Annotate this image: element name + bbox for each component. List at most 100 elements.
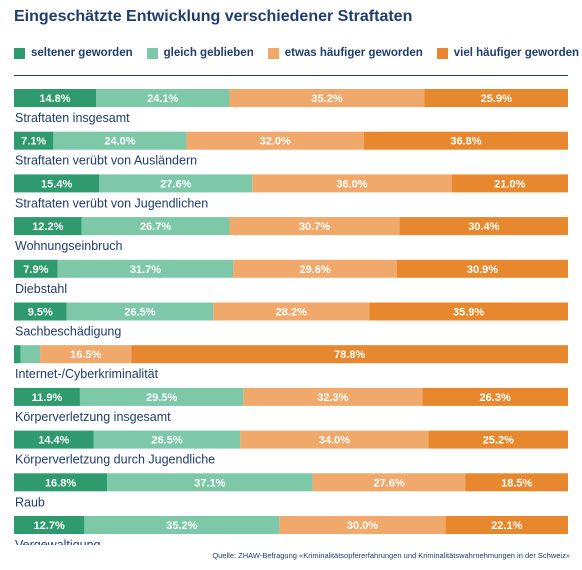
legend: seltener geworden gleich geblieben etwas… bbox=[14, 47, 579, 59]
bar-seltener-8 bbox=[14, 387, 80, 406]
source-note: Quelle: ZHAW-Befragung «Kriminalitätsopf… bbox=[212, 551, 570, 560]
data-label-seltener-8: 11.9% bbox=[32, 392, 63, 404]
title-rule bbox=[14, 75, 568, 76]
bar-viel-haeufiger-5 bbox=[396, 259, 568, 278]
legend-swatch-gleich bbox=[146, 47, 158, 59]
data-label-viel-haeufiger-2: 36.8% bbox=[450, 136, 481, 148]
bar-etwas-haeufiger-5 bbox=[233, 259, 397, 278]
data-label-etwas-haeufiger-4: 30.7% bbox=[299, 221, 330, 233]
data-label-viel-haeufiger-9: 25.2% bbox=[483, 435, 514, 447]
bar-seltener-10 bbox=[14, 473, 108, 492]
data-label-viel-haeufiger-8: 26.3% bbox=[480, 392, 511, 404]
legend-label-etwas-haeufiger: etwas häufiger geworden bbox=[284, 47, 423, 59]
bar-seltener-9 bbox=[14, 430, 94, 449]
bar-etwas-haeufiger-11 bbox=[279, 516, 446, 534]
data-label-etwas-haeufiger-9: 34.0% bbox=[319, 435, 350, 447]
bar-seltener-3 bbox=[14, 174, 100, 193]
data-label-viel-haeufiger-1: 25.9% bbox=[481, 93, 512, 105]
data-label-viel-haeufiger-3: 21.0% bbox=[494, 178, 525, 190]
data-label-viel-haeufiger-11: 22.1% bbox=[491, 520, 522, 532]
bar-gleich-10 bbox=[107, 473, 313, 492]
bar-viel-haeufiger-2 bbox=[363, 131, 568, 150]
data-label-gleich-9: 26.5% bbox=[151, 435, 182, 447]
data-label-seltener-10: 16.8% bbox=[45, 477, 76, 489]
data-label-seltener-2: 7.1% bbox=[21, 136, 46, 148]
data-label-etwas-haeufiger-5: 29.6% bbox=[299, 264, 330, 276]
bar-viel-haeufiger-3 bbox=[451, 174, 568, 193]
category-label-2: Straftaten verübt von Ausländern bbox=[15, 154, 197, 168]
data-label-viel-haeufiger-4: 30.4% bbox=[468, 221, 499, 233]
data-label-etwas-haeufiger-1: 35.2% bbox=[311, 93, 342, 105]
bar-gleich-3 bbox=[99, 174, 253, 193]
bar-viel-haeufiger-4 bbox=[399, 217, 568, 236]
legend-label-gleich: gleich geblieben bbox=[163, 47, 254, 59]
data-label-gleich-6: 26.5% bbox=[124, 307, 155, 319]
category-label-4: Wohnungseinbruch bbox=[15, 239, 123, 253]
data-label-viel-haeufiger-7: 78.8% bbox=[334, 349, 365, 361]
data-label-etwas-haeufiger-10: 27.6% bbox=[373, 477, 404, 489]
data-label-gleich-4: 26.7% bbox=[140, 221, 171, 233]
legend-item-viel-haeufiger: viel häufiger geworden bbox=[436, 47, 580, 59]
data-label-seltener-5: 7.9% bbox=[23, 264, 48, 276]
bar-seltener-4 bbox=[14, 217, 82, 236]
bar-etwas-haeufiger-8 bbox=[243, 387, 423, 406]
data-label-gleich-5: 31.7% bbox=[130, 264, 161, 276]
bar-gleich-6 bbox=[66, 302, 214, 321]
bar-viel-haeufiger-7 bbox=[131, 345, 568, 364]
bar-etwas-haeufiger-2 bbox=[186, 131, 364, 150]
legend-label-seltener: seltener geworden bbox=[31, 47, 133, 59]
data-label-viel-haeufiger-5: 30.9% bbox=[467, 264, 498, 276]
bar-etwas-haeufiger-4 bbox=[229, 217, 400, 236]
legend-label-viel-haeufiger: viel häufiger geworden bbox=[453, 47, 580, 59]
data-label-gleich-2: 24.0% bbox=[104, 136, 135, 148]
data-label-etwas-haeufiger-6: 28.2% bbox=[276, 307, 307, 319]
data-label-gleich-8: 29.5% bbox=[146, 392, 177, 404]
data-label-seltener-4: 12.2% bbox=[32, 221, 63, 233]
data-label-viel-haeufiger-10: 18.5% bbox=[501, 477, 532, 489]
bar-seltener-2 bbox=[14, 131, 54, 150]
legend-item-etwas-haeufiger: etwas häufiger geworden bbox=[267, 47, 423, 59]
data-label-seltener-1: 14.8% bbox=[39, 93, 70, 105]
category-label-3: Straftaten verübt von Jugendlichen bbox=[15, 196, 208, 210]
data-label-seltener-9: 14.4% bbox=[38, 435, 69, 447]
bar-viel-haeufiger-6 bbox=[369, 302, 568, 321]
data-label-seltener-11: 12.7% bbox=[34, 520, 65, 532]
bar-seltener-1 bbox=[14, 89, 96, 107]
bar-etwas-haeufiger-10 bbox=[312, 473, 466, 492]
data-label-gleich-11: 35.2% bbox=[166, 520, 197, 532]
data-label-viel-haeufiger-6: 35.9% bbox=[453, 307, 484, 319]
bar-viel-haeufiger-10 bbox=[465, 473, 568, 492]
bar-gleich-4 bbox=[81, 217, 230, 236]
category-label-7: Internet-/Cyberkriminalität bbox=[15, 367, 159, 381]
bar-etwas-haeufiger-9 bbox=[240, 430, 429, 449]
bar-seltener-5 bbox=[14, 259, 58, 278]
category-label-8: Körperverletzung insgesamt bbox=[15, 410, 171, 424]
legend-swatch-etwas-haeufiger bbox=[267, 47, 279, 59]
legend-swatch-viel-haeufiger bbox=[436, 47, 448, 59]
category-label-11: Vergewaltigung bbox=[15, 538, 101, 545]
bar-gleich-8 bbox=[79, 387, 244, 406]
bar-gleich-1 bbox=[95, 89, 230, 107]
bar-seltener-7 bbox=[14, 345, 21, 364]
bar-viel-haeufiger-11 bbox=[445, 516, 568, 534]
category-label-5: Diebstahl bbox=[15, 282, 67, 296]
data-label-seltener-6: 9.5% bbox=[28, 307, 53, 319]
bar-seltener-11 bbox=[14, 516, 85, 534]
category-label-6: Sachbeschädigung bbox=[15, 325, 121, 339]
bar-etwas-haeufiger-6 bbox=[213, 302, 370, 321]
data-label-gleich-1: 24.1% bbox=[147, 93, 178, 105]
bar-gleich-9 bbox=[93, 430, 241, 449]
bar-viel-haeufiger-9 bbox=[428, 430, 568, 449]
bar-gleich-2 bbox=[53, 131, 187, 150]
bar-viel-haeufiger-1 bbox=[424, 89, 568, 107]
bar-gleich-11 bbox=[84, 516, 280, 534]
data-label-etwas-haeufiger-8: 32.3% bbox=[317, 392, 348, 404]
data-label-gleich-3: 27.6% bbox=[160, 178, 191, 190]
bar-seltener-6 bbox=[14, 302, 67, 321]
data-label-etwas-haeufiger-2: 32.0% bbox=[260, 136, 291, 148]
category-label-10: Raub bbox=[15, 495, 45, 509]
data-label-etwas-haeufiger-7: 16.5% bbox=[70, 349, 101, 361]
legend-swatch-seltener bbox=[14, 47, 25, 59]
bar-etwas-haeufiger-7 bbox=[40, 345, 132, 364]
chart-title: Eingeschätzte Entwicklung verschiedener … bbox=[14, 8, 413, 25]
